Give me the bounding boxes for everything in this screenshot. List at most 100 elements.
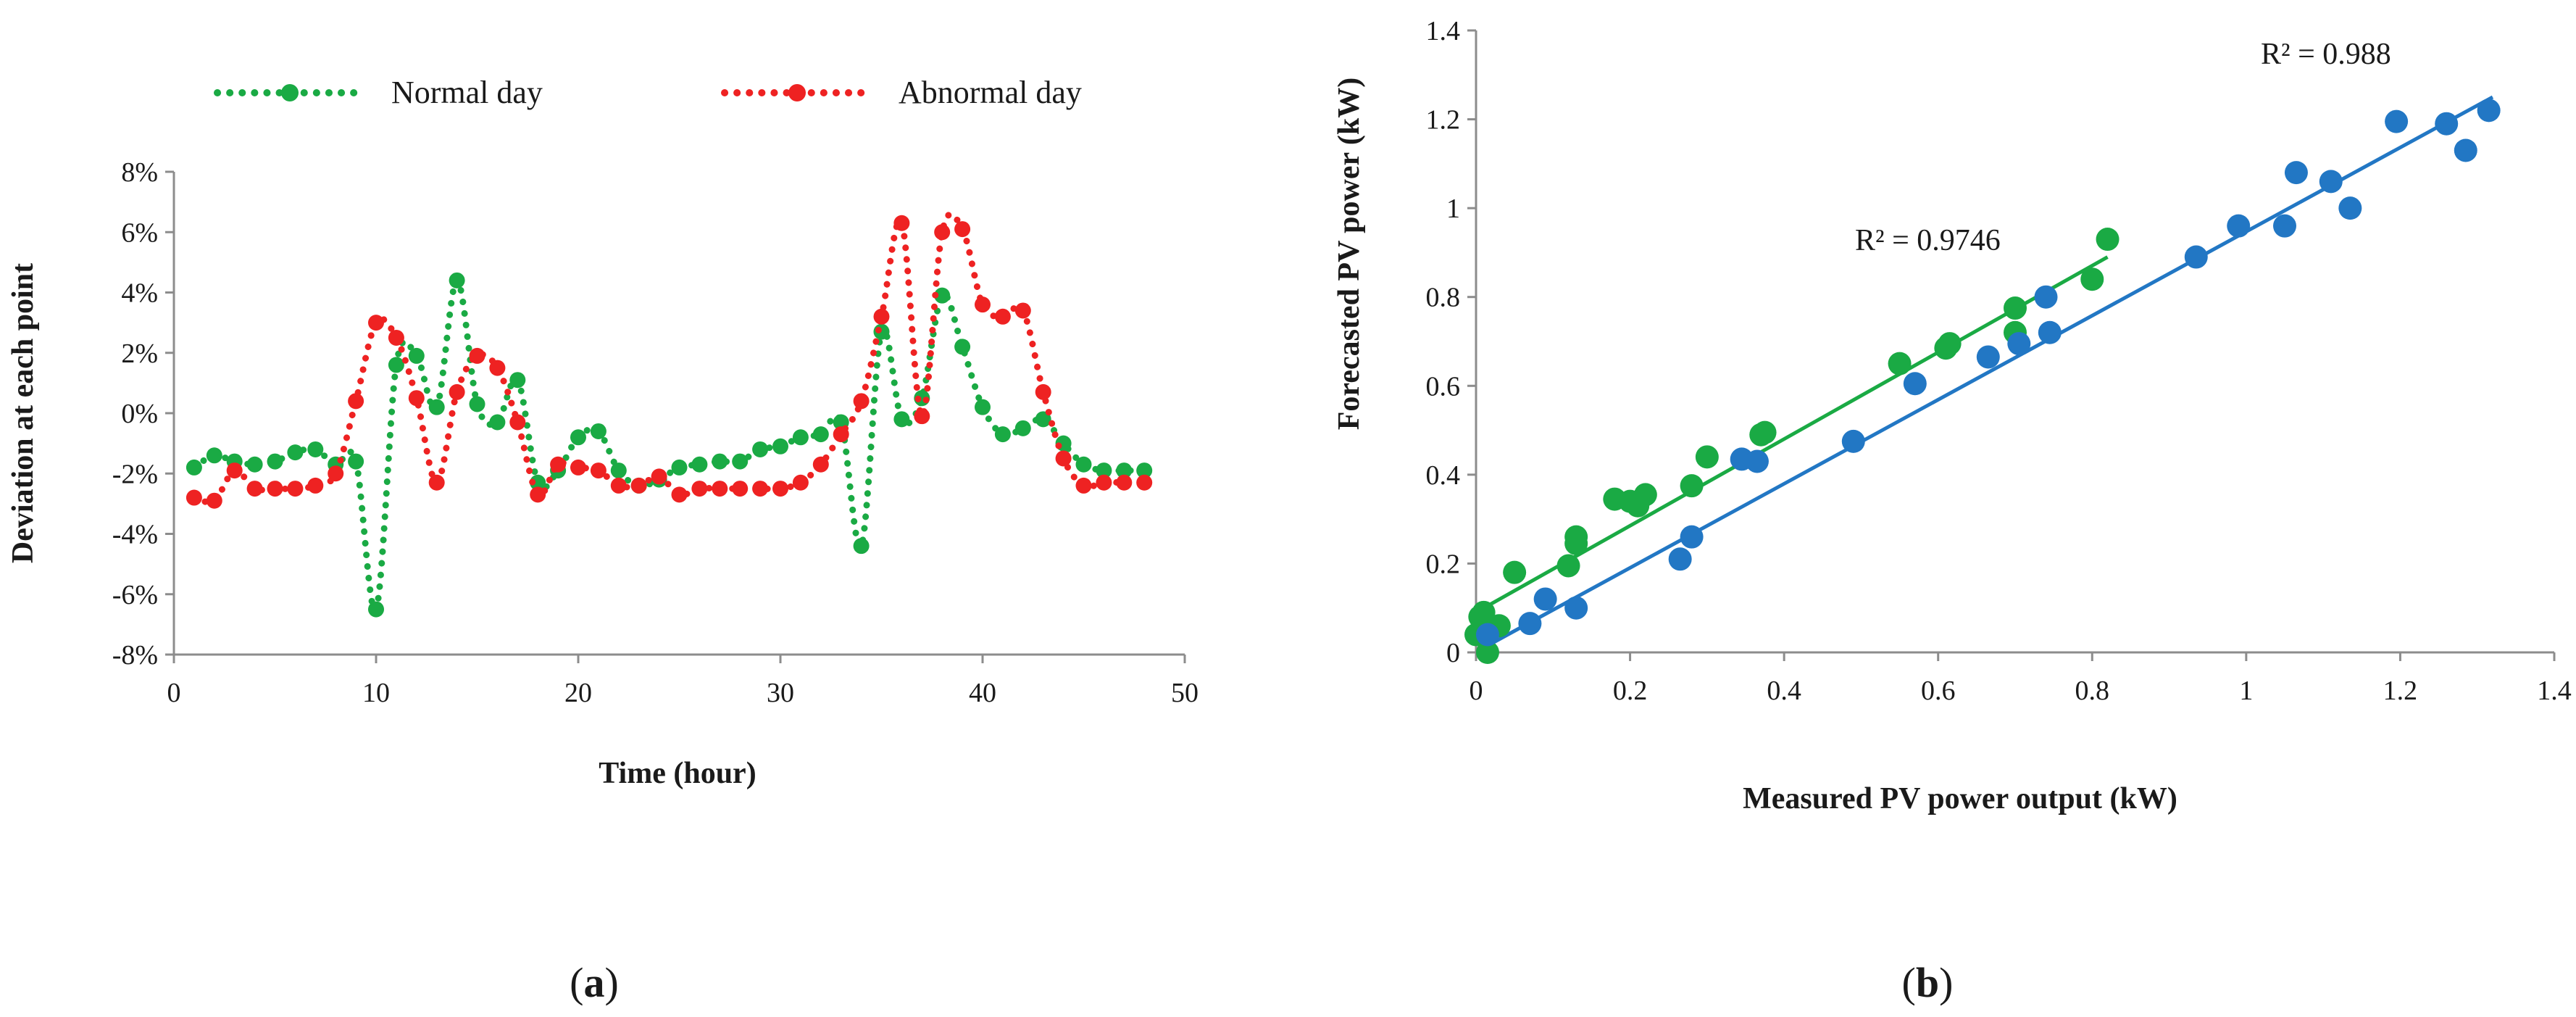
y-tick-label-a: -2% — [112, 459, 158, 489]
y-axis-title-a: Deviation at each point — [7, 263, 40, 563]
scatter-point-blue — [2435, 112, 2459, 136]
data-point-abnormal-day — [368, 315, 384, 331]
scatter-point-blue — [2319, 170, 2343, 194]
data-point-abnormal-day — [469, 347, 485, 364]
data-point-normal-day — [590, 423, 607, 439]
scatter-point-blue — [2007, 332, 2031, 356]
y-tick-label-a: -4% — [112, 520, 158, 550]
data-point-abnormal-day — [1096, 474, 1112, 491]
scatter-point-blue — [1841, 429, 1865, 453]
scatter-point-blue — [1475, 623, 1499, 647]
y-tick-label-a: 8% — [121, 157, 158, 188]
x-tick-label-b: 0.4 — [1767, 676, 1801, 706]
legend-marker-normal-day — [281, 84, 299, 101]
data-point-normal-day — [287, 444, 304, 461]
scatter-point-blue — [2184, 245, 2208, 269]
x-tick-label-a: 40 — [969, 678, 996, 708]
data-point-normal-day — [772, 438, 788, 454]
data-point-abnormal-day — [651, 468, 667, 485]
y-tick-label-a: -8% — [112, 640, 158, 671]
data-point-normal-day — [934, 287, 951, 304]
scatter-chart-panel-b: 0 0.2 0.4 0.6 0.8 1 1.2 1.4 0 0.2 0.4 0.6 0.8 1 1.2 1.4… — [1333, 16, 2572, 1006]
data-point-abnormal-day — [712, 481, 728, 497]
axes-a: -8% -6% -4% -2% 0% 2% 4% 6% 8% 0 10 20 30 40 50 — [112, 157, 1199, 708]
data-point-abnormal-day — [226, 462, 243, 479]
scatter-point-blue — [1745, 449, 1769, 473]
scatter-point-blue — [2338, 196, 2362, 220]
scatter-point-green — [1472, 600, 1496, 624]
scatter-point-blue — [2227, 214, 2251, 238]
data-point-abnormal-day — [812, 456, 829, 473]
data-point-abnormal-day — [1014, 302, 1031, 319]
y-tick-label-b: 1.2 — [1426, 105, 1461, 136]
x-tick-label-b: 0.6 — [1921, 676, 1956, 706]
scatter-point-blue — [1533, 587, 1557, 611]
data-point-normal-day — [1136, 462, 1153, 479]
data-point-normal-day — [246, 456, 263, 473]
scatter-point-green — [1633, 483, 1657, 507]
series-group-b — [1464, 95, 2501, 664]
panel-label-b-letter: b — [1916, 959, 1939, 1006]
data-point-normal-day — [812, 426, 829, 443]
data-point-normal-day — [732, 453, 749, 470]
data-point-abnormal-day — [752, 481, 769, 497]
data-point-abnormal-day — [570, 459, 586, 476]
scatter-point-green — [1753, 420, 1777, 444]
data-point-abnormal-day — [1116, 474, 1133, 491]
panel-label-a: (a) — [570, 959, 619, 1006]
y-tick-label-b: 1.4 — [1426, 16, 1461, 46]
data-point-normal-day — [206, 447, 222, 464]
data-point-abnormal-day — [954, 221, 971, 238]
data-point-abnormal-day — [792, 474, 809, 491]
data-point-abnormal-day — [348, 393, 364, 410]
y-tick-label-a: 4% — [121, 278, 158, 309]
scatter-point-blue — [2034, 285, 2058, 309]
data-point-normal-day — [792, 429, 809, 446]
trendline-blue — [1491, 95, 2494, 645]
scatter-point-green — [1556, 554, 1580, 578]
line-chart-panel-a: Normal day Abnormal day -8% -6% -4% -2% 0% 2%… — [7, 75, 1199, 1006]
data-point-abnormal-day — [530, 486, 546, 503]
axes-b: 0 0.2 0.4 0.6 0.8 1 1.2 1.4 0 0.2 0.4 0.6 0.8 1 1.2 1.4 — [1426, 16, 2572, 706]
data-point-abnormal-day — [206, 492, 222, 509]
x-tick-label-a: 10 — [362, 678, 390, 708]
legend-entry-normal-day: Normal day — [214, 75, 543, 110]
y-tick-label-b: 0.6 — [1426, 371, 1461, 402]
x-tick-label-a: 30 — [767, 678, 794, 708]
data-point-normal-day — [530, 474, 546, 491]
data-point-normal-day — [1014, 420, 1031, 436]
scatter-point-green — [2096, 228, 2119, 252]
data-point-abnormal-day — [630, 477, 647, 494]
data-point-normal-day — [975, 399, 991, 415]
scatter-point-blue — [2273, 214, 2296, 238]
legend-marker-abnormal-day — [788, 84, 806, 101]
scatter-point-blue — [2454, 138, 2477, 162]
x-tick-label-b: 0 — [1470, 676, 1483, 706]
y-tick-label-b: 0.8 — [1426, 283, 1461, 313]
x-tick-label-b: 1.2 — [2383, 676, 2418, 706]
x-tick-label-a: 0 — [167, 678, 181, 708]
legend: Normal day Abnormal day — [214, 75, 1082, 110]
data-point-normal-day — [428, 399, 445, 415]
data-point-abnormal-day — [833, 426, 849, 443]
y-axis-title-b: Forecasted PV power (kW) — [1333, 78, 1366, 430]
data-point-abnormal-day — [994, 308, 1011, 325]
data-point-normal-day — [368, 601, 384, 618]
scatter-point-green — [1680, 474, 1704, 498]
data-point-normal-day — [994, 426, 1011, 443]
data-point-normal-day — [1096, 462, 1112, 479]
x-axis-title-a: Time (hour) — [599, 757, 756, 790]
y-tick-label-b: 0.2 — [1426, 549, 1461, 579]
y-tick-label-a: 2% — [121, 339, 158, 369]
data-point-abnormal-day — [328, 465, 344, 482]
data-point-abnormal-day — [873, 308, 890, 325]
data-point-abnormal-day — [186, 489, 202, 506]
data-point-abnormal-day — [934, 224, 951, 241]
scatter-point-green — [1938, 332, 1962, 356]
x-tick-label-a: 20 — [564, 678, 592, 708]
scatter-point-green — [1888, 352, 1912, 375]
panel-label-a-letter: a — [584, 959, 605, 1006]
data-point-normal-day — [1116, 462, 1133, 479]
data-point-abnormal-day — [428, 474, 445, 491]
